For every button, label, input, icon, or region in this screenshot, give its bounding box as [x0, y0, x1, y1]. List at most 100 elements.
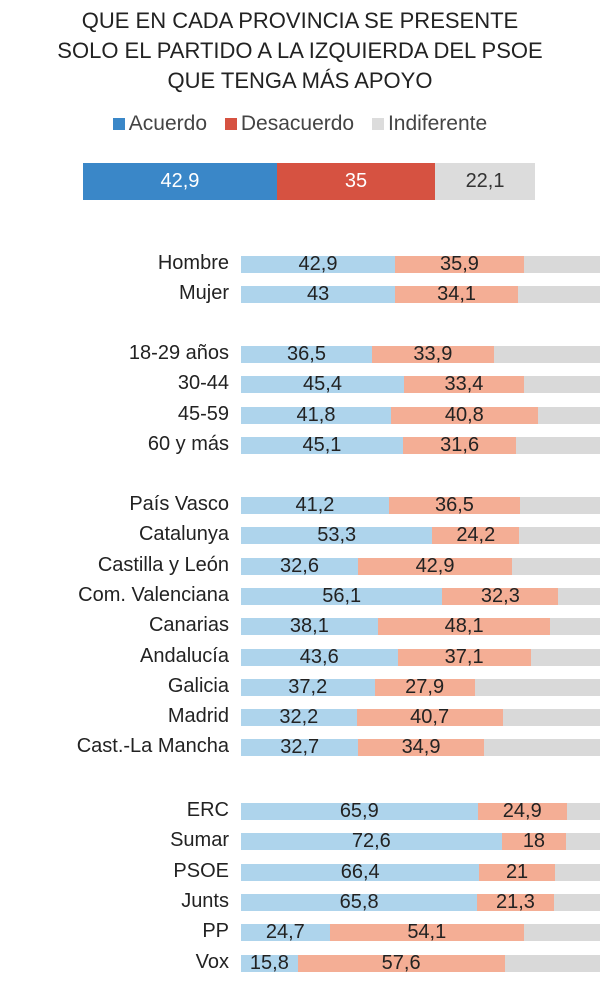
legend-indiferente: Indiferente — [371, 112, 488, 135]
row-label: País Vasco — [129, 493, 229, 515]
bar-indiferente — [519, 527, 600, 545]
bar-indiferente — [504, 954, 600, 972]
value-desacuerdo: 33,4 — [444, 373, 484, 396]
bar-indiferente — [558, 587, 600, 605]
bar-acuerdo — [241, 346, 373, 363]
bar-indiferente — [474, 678, 600, 696]
bar-acuerdo — [241, 587, 443, 605]
value-desacuerdo: 42,9 — [415, 554, 455, 577]
row-label: ERC — [186, 799, 229, 821]
bar-acuerdo — [241, 557, 359, 575]
bar-indiferente — [566, 833, 600, 851]
bar-acuerdo — [241, 833, 502, 851]
bar-indiferente — [523, 256, 600, 273]
row-label: Galicia — [167, 674, 229, 697]
bar-desacuerdo — [391, 406, 538, 424]
row-label: Andalucía — [140, 644, 229, 667]
bar-indiferente — [483, 739, 600, 757]
row-label: Com. Valenciana — [78, 583, 229, 606]
bar-desacuerdo — [479, 863, 555, 881]
bar-desacuerdo — [395, 286, 518, 304]
value-acuerdo: 66,4 — [340, 860, 380, 883]
bar-acuerdo — [241, 256, 395, 273]
bar-acuerdo — [241, 436, 403, 454]
bar-acuerdo — [241, 678, 375, 696]
bar-indiferente — [566, 803, 600, 820]
bar-desacuerdo — [356, 709, 503, 727]
legend-swatch — [371, 118, 384, 130]
value-desacuerdo: 33,9 — [413, 343, 453, 365]
value-acuerdo: 37,2 — [288, 675, 328, 698]
legend-label: Desacuerdo — [240, 112, 355, 135]
bar-acuerdo — [241, 527, 433, 545]
row-label: Junts — [181, 889, 229, 912]
bar-desacuerdo — [377, 618, 551, 636]
value-desacuerdo: 37,1 — [444, 645, 484, 668]
value-acuerdo: 41,8 — [296, 403, 336, 426]
value-acuerdo: 45,1 — [302, 433, 342, 456]
bar-indiferente — [523, 376, 600, 394]
row-label: 18-29 años — [128, 342, 229, 364]
bar-acuerdo — [241, 648, 398, 666]
value-acuerdo: 56,1 — [322, 584, 362, 607]
bar-indiferente — [553, 893, 600, 911]
value-desacuerdo: 40,8 — [444, 403, 484, 426]
bar-acuerdo — [241, 618, 378, 636]
row-label: Cast.-La Mancha — [76, 735, 229, 758]
row-label: 30-44 — [177, 372, 229, 395]
value-acuerdo: 65,9 — [339, 800, 379, 822]
bar-desacuerdo — [358, 557, 513, 575]
legend-label: Acuerdo — [128, 112, 208, 135]
bar-indiferente — [517, 286, 600, 304]
row-label: Vox — [195, 950, 229, 973]
bar-desacuerdo — [477, 803, 567, 820]
value-desacuerdo: 34,1 — [437, 283, 477, 306]
value-acuerdo: 24,7 — [265, 921, 305, 944]
bar-indiferente — [523, 924, 600, 942]
bar-acuerdo — [241, 497, 389, 514]
bar-desacuerdo — [358, 739, 484, 757]
value-desacuerdo: 24,9 — [502, 800, 542, 822]
bar-indiferente — [530, 648, 600, 666]
title-line-2: SOLO EL PARTIDO A LA IZQUIERDA DEL PSOE — [57, 38, 543, 63]
value-desacuerdo: 34,9 — [401, 736, 441, 759]
row-label: PP — [202, 920, 229, 943]
row-label: Madrid — [167, 705, 229, 728]
bar-desacuerdo — [403, 376, 524, 394]
bar-indiferente — [550, 618, 600, 636]
value-acuerdo: 32,6 — [280, 554, 319, 577]
bar-desacuerdo — [297, 954, 505, 972]
bar-indiferente — [554, 863, 600, 881]
bar-acuerdo — [241, 803, 478, 820]
bar-desacuerdo — [329, 924, 524, 942]
value-acuerdo: 65,8 — [339, 890, 379, 913]
value-desacuerdo: 18 — [522, 830, 546, 853]
bar-indiferente — [493, 346, 600, 363]
bar-desacuerdo — [397, 648, 531, 666]
bar-desacuerdo — [501, 833, 567, 851]
row-label: PSOE — [173, 859, 229, 882]
bar-indiferente — [502, 709, 600, 727]
legend-label: Indiferente — [387, 112, 488, 135]
bar-indiferente — [537, 406, 600, 424]
value-acuerdo: 53,3 — [317, 524, 357, 547]
bar-desacuerdo — [442, 587, 559, 605]
value-desacuerdo: 35,9 — [439, 253, 479, 275]
value-acuerdo: 42,9 — [298, 253, 338, 275]
legend-swatch — [112, 118, 125, 130]
value-desacuerdo: 32,3 — [480, 584, 520, 607]
value-desacuerdo: 54,1 — [407, 921, 447, 944]
bar-desacuerdo — [477, 893, 554, 911]
value-desacuerdo: 57,6 — [381, 951, 421, 974]
total-bar-indiferente: 22,1 — [435, 163, 535, 200]
chart-title: QUE EN CADA PROVINCIA SE PRESENTE SOLO E… — [0, 6, 600, 96]
legend: Acuerdo Desacuerdo Indiferente — [0, 112, 600, 136]
legend-swatch — [224, 118, 237, 130]
bar-desacuerdo — [432, 527, 520, 545]
bar-acuerdo — [241, 376, 404, 394]
value-desacuerdo: 48,1 — [444, 615, 484, 638]
bar-indiferente — [512, 557, 600, 575]
total-bar-acuerdo: 42,9 — [83, 163, 277, 200]
value-acuerdo: 32,7 — [280, 736, 320, 759]
bar-indiferente — [519, 497, 600, 514]
